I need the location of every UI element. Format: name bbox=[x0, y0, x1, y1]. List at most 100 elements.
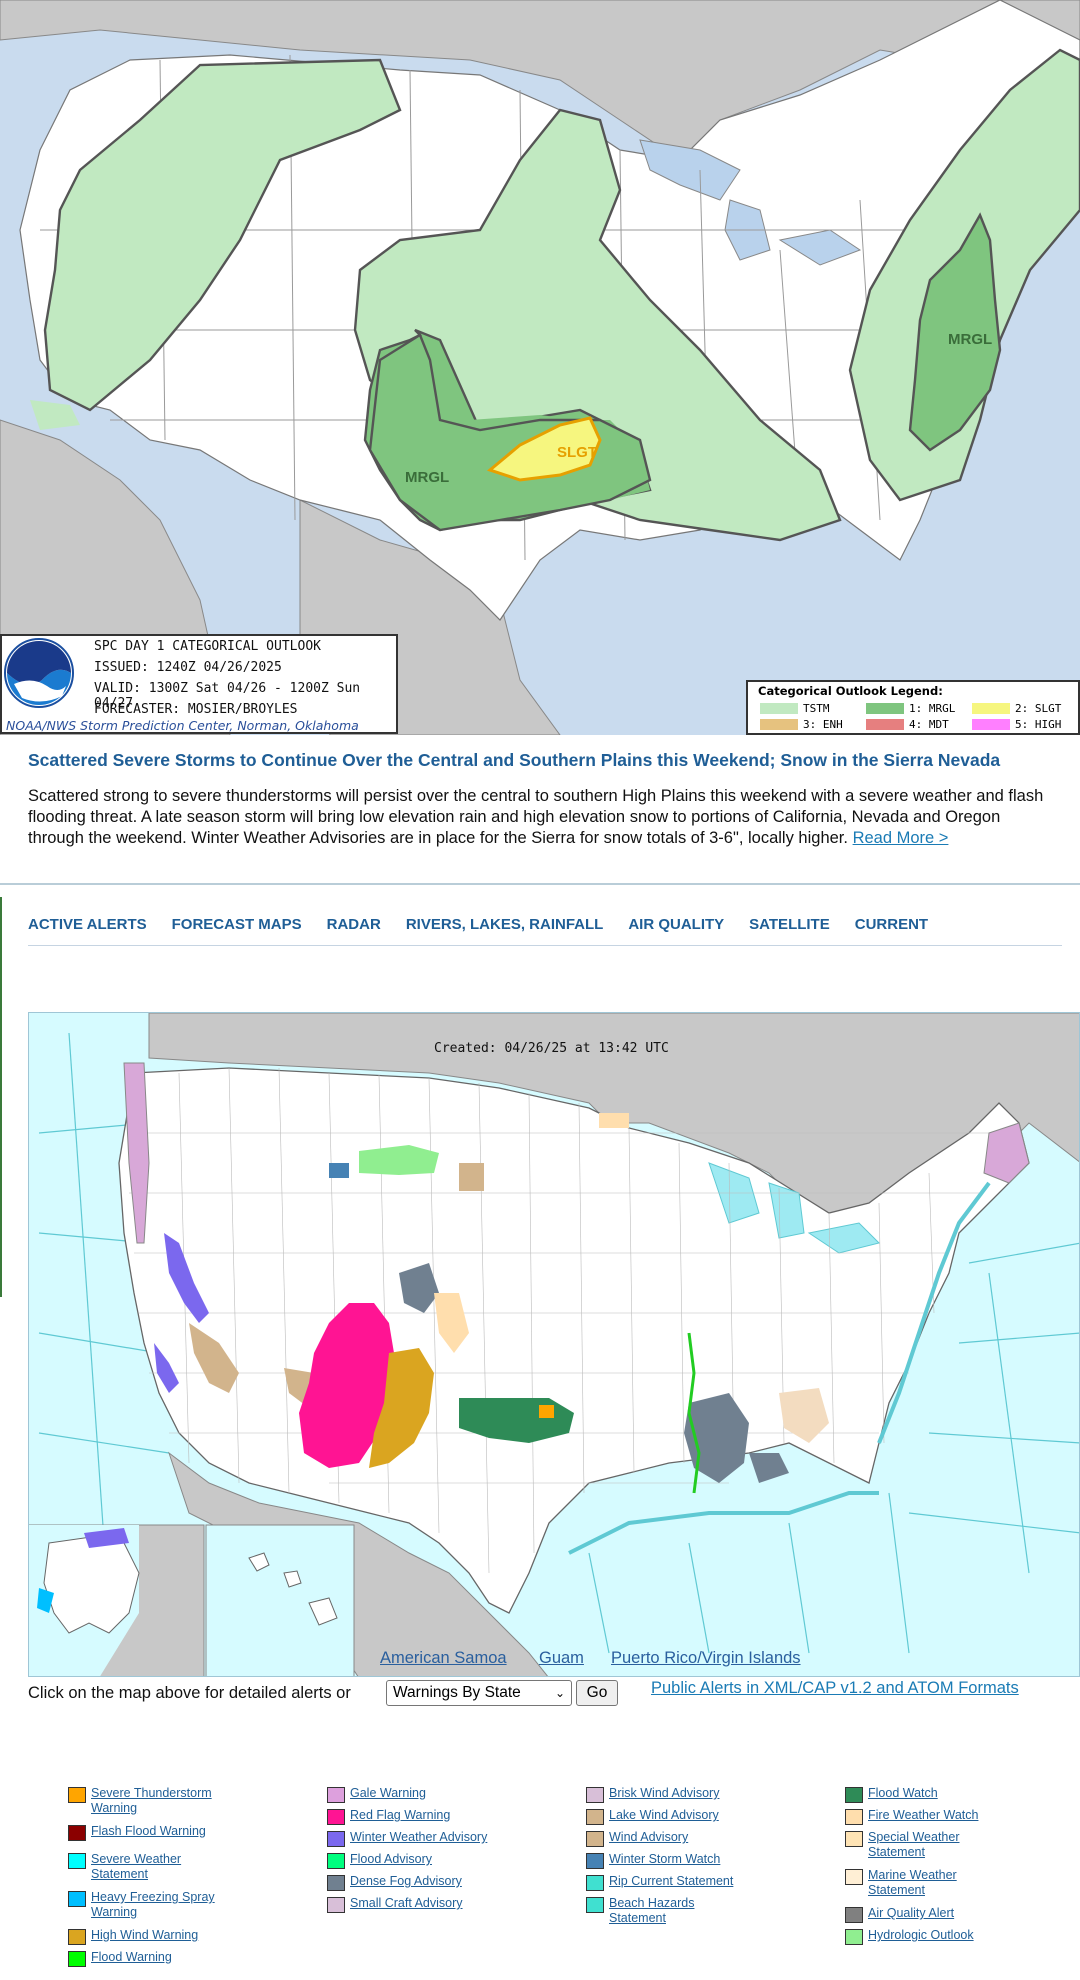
puerto-rico-link[interactable]: Puerto Rico/Virgin Islands bbox=[611, 1649, 801, 1667]
legend-color-swatch bbox=[845, 1907, 863, 1923]
legend-item[interactable]: Brisk Wind Advisory bbox=[586, 1786, 754, 1803]
legend-item[interactable]: Dense Fog Advisory bbox=[327, 1874, 495, 1891]
warnings-select[interactable]: Warnings By State ⌄ bbox=[386, 1680, 572, 1706]
legend-item[interactable]: Severe Weather Statement bbox=[68, 1852, 236, 1882]
nav-rivers-lakes-rainfall[interactable]: RIVERS, LAKES, RAINFALL bbox=[405, 916, 604, 933]
guam-link[interactable]: Guam bbox=[539, 1649, 584, 1667]
outlook-info-box: SPC DAY 1 CATEGORICAL OUTLOOK ISSUED: 12… bbox=[0, 634, 398, 734]
legend-item-label[interactable]: Beach Hazards Statement bbox=[609, 1896, 695, 1925]
legend-item-label[interactable]: Flash Flood Warning bbox=[91, 1824, 206, 1838]
legend-color-swatch bbox=[68, 1951, 86, 1967]
legend-color-swatch bbox=[327, 1809, 345, 1825]
nav-underline bbox=[28, 945, 1062, 946]
legend-mdt: 4: MDT bbox=[866, 718, 949, 731]
legend-item[interactable]: Heavy Freezing Spray Warning bbox=[68, 1890, 236, 1920]
legend-item[interactable]: Winter Weather Advisory bbox=[327, 1830, 495, 1847]
legend-color-swatch bbox=[845, 1809, 863, 1825]
legend-item[interactable]: Beach Hazards Statement bbox=[586, 1896, 754, 1926]
legend-label: 2: SLGT bbox=[1015, 702, 1062, 715]
mrgl-east-label: MRGL bbox=[948, 331, 992, 348]
legend-item-label[interactable]: Marine Weather Statement bbox=[868, 1868, 957, 1897]
legend-color-swatch bbox=[586, 1897, 604, 1913]
legend-item[interactable]: Flood Watch bbox=[845, 1786, 1013, 1803]
legend-item-label[interactable]: Flood Advisory bbox=[350, 1852, 432, 1866]
mrgl-west-label: MRGL bbox=[405, 469, 449, 486]
legend-item[interactable]: Flood Warning bbox=[68, 1950, 236, 1967]
legend-item-label[interactable]: Special Weather Statement bbox=[868, 1830, 960, 1859]
spc-outlook-map[interactable]: SLGT MRGL MRGL SPC DAY 1 CATEGORICAL OUT… bbox=[0, 0, 1080, 735]
nav-forecast-maps[interactable]: FORECAST MAPS bbox=[171, 916, 302, 933]
nav-air-quality[interactable]: AIR QUALITY bbox=[628, 916, 725, 933]
go-button[interactable]: Go bbox=[576, 1680, 618, 1706]
legend-item[interactable]: Severe Thunderstorm Warning bbox=[68, 1786, 236, 1816]
legend-item-label[interactable]: Hydrologic Outlook bbox=[868, 1928, 974, 1942]
nav-satellite[interactable]: SATELLITE bbox=[749, 916, 830, 933]
map-created-timestamp: Created: 04/26/25 at 13:42 UTC bbox=[434, 1041, 669, 1056]
legend-item-label[interactable]: Lake Wind Advisory bbox=[609, 1808, 719, 1822]
legend-swatch bbox=[866, 719, 904, 730]
nav-bar: ACTIVE ALERTS FORECAST MAPS RADAR RIVERS… bbox=[28, 916, 928, 933]
legend-color-swatch bbox=[68, 1853, 86, 1869]
legend-item-label[interactable]: Fire Weather Watch bbox=[868, 1808, 979, 1822]
legend-item-label[interactable]: Heavy Freezing Spray Warning bbox=[91, 1890, 215, 1919]
outlook-credit: NOAA/NWS Storm Prediction Center, Norman… bbox=[6, 718, 359, 733]
read-more-link[interactable]: Read More > bbox=[852, 829, 949, 847]
nav-active-alerts[interactable]: ACTIVE ALERTS bbox=[28, 916, 147, 933]
legend-label: TSTM bbox=[803, 702, 830, 715]
legend-item[interactable]: Winter Storm Watch bbox=[586, 1852, 754, 1869]
legend-item-label[interactable]: Brisk Wind Advisory bbox=[609, 1786, 720, 1800]
legend-item-label[interactable]: Severe Weather Statement bbox=[91, 1852, 182, 1881]
legend-color-swatch bbox=[327, 1831, 345, 1847]
legend-color-swatch bbox=[327, 1875, 345, 1891]
legend-item[interactable]: Small Craft Advisory bbox=[327, 1896, 495, 1913]
legend-color-swatch bbox=[68, 1825, 86, 1841]
legend-item[interactable]: Marine Weather Statement bbox=[845, 1868, 1013, 1898]
legend-color-swatch bbox=[586, 1831, 604, 1847]
legend-item-label[interactable]: High Wind Warning bbox=[91, 1928, 199, 1942]
legend-item-label[interactable]: Flood Warning bbox=[91, 1950, 172, 1964]
legend-item[interactable]: Hydrologic Outlook bbox=[845, 1928, 1013, 1945]
legend-item[interactable]: Lake Wind Advisory bbox=[586, 1808, 754, 1825]
legend-swatch bbox=[760, 719, 798, 730]
xml-cap-link[interactable]: Public Alerts in XML/CAP v1.2 and ATOM F… bbox=[651, 1679, 1019, 1697]
legend-item[interactable]: Flash Flood Warning bbox=[68, 1824, 236, 1841]
section-divider bbox=[0, 883, 1080, 885]
legend-item[interactable]: Rip Current Statement bbox=[586, 1874, 754, 1891]
nav-radar[interactable]: RADAR bbox=[326, 916, 381, 933]
american-samoa-link[interactable]: American Samoa bbox=[380, 1649, 507, 1667]
legend-item-label[interactable]: Winter Storm Watch bbox=[609, 1852, 721, 1866]
legend-item[interactable]: Special Weather Statement bbox=[845, 1830, 1013, 1860]
legend-color-swatch bbox=[845, 1929, 863, 1945]
legend-item-label[interactable]: Severe Thunderstorm Warning bbox=[91, 1786, 212, 1815]
nav-current[interactable]: CURRENT bbox=[854, 916, 929, 933]
legend-item-label[interactable]: Wind Advisory bbox=[609, 1830, 689, 1844]
legend-item[interactable]: Air Quality Alert bbox=[845, 1906, 1013, 1923]
legend-color-swatch bbox=[68, 1787, 86, 1803]
slgt-label: SLGT bbox=[557, 444, 597, 461]
legend-item-label[interactable]: Air Quality Alert bbox=[868, 1906, 955, 1920]
legend-item-label[interactable]: Rip Current Statement bbox=[609, 1874, 734, 1888]
legend-item-label[interactable]: Dense Fog Advisory bbox=[350, 1874, 462, 1888]
legend-swatch bbox=[972, 719, 1010, 730]
legend-item[interactable]: Flood Advisory bbox=[327, 1852, 495, 1869]
legend-item[interactable]: Wind Advisory bbox=[586, 1830, 754, 1847]
outlook-title: SPC DAY 1 CATEGORICAL OUTLOOK bbox=[94, 639, 321, 654]
legend-item-label[interactable]: Flood Watch bbox=[868, 1786, 938, 1800]
alerts-map[interactable]: Created: 04/26/25 at 13:42 UTC American … bbox=[28, 1012, 1080, 1677]
legend-label: 4: MDT bbox=[909, 718, 949, 731]
legend-color-swatch bbox=[68, 1891, 86, 1907]
summary-body: Scattered strong to severe thunderstorms… bbox=[28, 787, 1044, 847]
legend-item-label[interactable]: Winter Weather Advisory bbox=[350, 1830, 488, 1844]
legend-item-label[interactable]: Red Flag Warning bbox=[350, 1808, 451, 1822]
legend-high: 5: HIGH bbox=[972, 718, 1061, 731]
legend-item[interactable]: Gale Warning bbox=[327, 1786, 495, 1803]
legend-item-label[interactable]: Small Craft Advisory bbox=[350, 1896, 463, 1910]
legend-item[interactable]: Red Flag Warning bbox=[327, 1808, 495, 1825]
legend-enh: 3: ENH bbox=[760, 718, 843, 731]
outlook-legend-title: Categorical Outlook Legend: bbox=[758, 684, 943, 698]
legend-item[interactable]: Fire Weather Watch bbox=[845, 1808, 1013, 1825]
legend-color-swatch bbox=[586, 1787, 604, 1803]
legend-item[interactable]: High Wind Warning bbox=[68, 1928, 236, 1945]
legend-swatch bbox=[972, 703, 1010, 714]
legend-item-label[interactable]: Gale Warning bbox=[350, 1786, 426, 1800]
